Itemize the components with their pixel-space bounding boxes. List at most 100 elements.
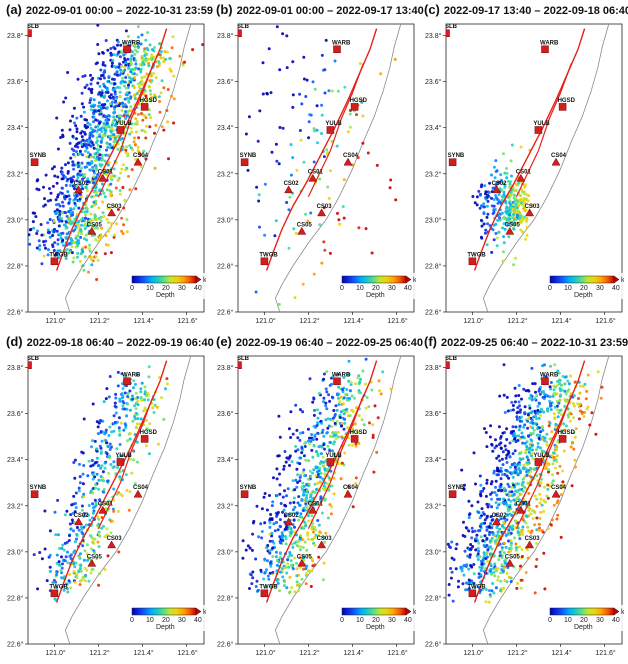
earthquake-dot [572, 404, 576, 408]
earthquake-dot [357, 226, 361, 230]
earthquake-dot [260, 530, 264, 533]
earthquake-dot [501, 586, 505, 590]
earthquake-dot [507, 476, 511, 480]
earthquake-dot [511, 471, 514, 475]
earthquake-dot [168, 67, 172, 71]
earthquake-dot [318, 530, 322, 534]
earthquake-dot [60, 219, 64, 223]
earthquake-dot [584, 397, 588, 401]
lon-tick-label: 121.4° [551, 649, 572, 657]
earthquake-dot [326, 516, 330, 520]
earthquake-dot [118, 399, 122, 403]
colorbar-tick: 10 [356, 285, 364, 292]
earthquake-dot [76, 251, 80, 255]
earthquake-dot [149, 98, 153, 102]
earthquake-dot [96, 104, 100, 108]
earthquake-dot [496, 533, 500, 537]
earthquake-dot [320, 132, 323, 135]
earthquake-dot [83, 237, 86, 241]
earthquake-dot [34, 215, 38, 219]
earthquake-dot [479, 494, 483, 498]
earthquake-dot [485, 478, 489, 482]
earthquake-dot [62, 548, 66, 552]
earthquake-dot [100, 126, 104, 130]
station-label: TWGB [467, 252, 486, 258]
earthquake-dot [462, 487, 466, 491]
earthquake-dot [65, 232, 69, 236]
earthquake-dot [81, 472, 85, 476]
lat-tick-label: 23.4° [425, 456, 442, 464]
earthquake-dot [497, 558, 501, 562]
panel-title: (c) 2022-09-17 13:40 – 2022-09-18 06:40 [424, 2, 628, 17]
earthquake-dot [479, 535, 483, 539]
earthquake-dot [92, 200, 96, 204]
earthquake-dot [82, 268, 86, 272]
earthquake-dot [75, 532, 79, 536]
station-label: TWGB [49, 252, 68, 258]
earthquake-dot [342, 216, 346, 220]
station-label: SSLB [23, 356, 40, 362]
earthquake-dot [326, 185, 330, 189]
earthquake-dot [72, 149, 76, 152]
earthquake-dot [263, 521, 267, 525]
earthquake-dot [117, 104, 121, 108]
earthquake-dot [320, 421, 323, 425]
earthquake-dot [516, 473, 520, 477]
earthquake-dot [172, 74, 176, 78]
earthquake-dot [94, 125, 98, 129]
earthquake-dot [162, 86, 166, 90]
earthquake-dot [56, 175, 60, 179]
earthquake-dot [122, 53, 126, 57]
earthquake-dot [96, 43, 100, 46]
earthquake-dot [478, 555, 482, 559]
earthquake-dot [49, 191, 53, 195]
earthquake-dot [545, 432, 549, 436]
lon-tick-label: 121.0° [45, 317, 66, 325]
earthquake-dot [301, 525, 305, 529]
colorbar-tick: 10 [146, 285, 154, 292]
earthquake-dot [122, 114, 126, 118]
earthquake-dot [508, 185, 511, 189]
earthquake-dot [252, 519, 256, 523]
station-label: CS05 [87, 222, 103, 228]
earthquake-dot [56, 249, 60, 253]
earthquake-dot [58, 249, 62, 253]
earthquake-dot [191, 48, 195, 52]
earthquake-dot [83, 172, 87, 176]
colorbar-tick: 30 [388, 285, 396, 292]
earthquake-dot [69, 222, 73, 226]
earthquake-dot [85, 189, 89, 192]
earthquake-dot [540, 449, 544, 453]
earthquake-dot [367, 405, 371, 409]
station-square-icon [123, 45, 131, 54]
station-label: SYNB [240, 153, 257, 159]
earthquake-dot [60, 576, 63, 580]
earthquake-dot [514, 519, 518, 523]
earthquake-dot [81, 482, 85, 486]
earthquake-dot [116, 43, 119, 47]
earthquake-dot [85, 552, 89, 556]
earthquake-dot [139, 112, 143, 115]
colorbar-unit: km [621, 609, 624, 616]
earthquake-dot [82, 492, 86, 496]
earthquake-dot [545, 461, 549, 465]
earthquake-dot [272, 476, 275, 480]
earthquake-dot [116, 208, 120, 211]
earthquake-dot [342, 427, 346, 431]
earthquake-dot [71, 160, 75, 164]
earthquake-dot [506, 566, 510, 569]
lon-tick-label: 121.4° [551, 317, 572, 325]
earthquake-dot [482, 553, 486, 557]
earthquake-dot [533, 523, 537, 527]
earthquake-dot [310, 448, 314, 452]
earthquake-dot [510, 400, 514, 404]
earthquake-dot [302, 160, 306, 164]
earthquake-dot [588, 423, 592, 427]
earthquake-dot [457, 579, 460, 583]
earthquake-dot [67, 539, 71, 542]
earthquake-dot [160, 79, 164, 83]
earthquake-dot [321, 455, 325, 459]
lon-tick-label: 121.2° [89, 317, 110, 325]
earthquake-dot [485, 204, 489, 208]
earthquake-dot [326, 467, 330, 471]
